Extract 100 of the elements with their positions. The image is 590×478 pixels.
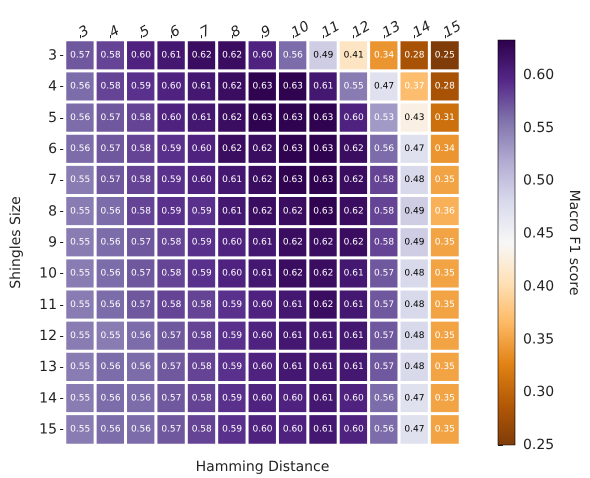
data-label: 0.56 bbox=[130, 362, 152, 372]
data-label: 0.60 bbox=[222, 238, 242, 248]
data-label: 0.62 bbox=[252, 206, 273, 216]
data-label: 0.61 bbox=[252, 238, 273, 248]
data-label: 0.60 bbox=[252, 300, 273, 310]
data-label: 0.61 bbox=[313, 362, 334, 372]
y-tick-label: 15 bbox=[39, 421, 57, 438]
x-tick-label: 8 bbox=[228, 22, 244, 41]
data-label: 0.57 bbox=[161, 393, 182, 404]
x-tick-label: 3 bbox=[76, 22, 92, 41]
data-label: 0.58 bbox=[374, 206, 394, 216]
x-tick-label: 12 bbox=[350, 18, 374, 41]
y-tick-label: 3 bbox=[48, 48, 57, 64]
data-label: 0.34 bbox=[434, 144, 456, 154]
data-label: 0.58 bbox=[161, 238, 182, 248]
data-label: 0.56 bbox=[100, 268, 121, 279]
data-label: 0.62 bbox=[344, 238, 364, 248]
data-label: 0.28 bbox=[434, 82, 456, 92]
data-label: 0.25 bbox=[434, 50, 455, 61]
data-label: 0.61 bbox=[222, 206, 242, 216]
data-label: 0.63 bbox=[282, 175, 303, 186]
x-tick-label: 15 bbox=[440, 18, 464, 41]
data-label: 0.57 bbox=[161, 424, 182, 434]
data-label: 0.61 bbox=[192, 112, 212, 123]
color-bar-label: 0.60 bbox=[523, 66, 554, 83]
data-label: 0.63 bbox=[313, 206, 334, 216]
data-label: 0.58 bbox=[192, 362, 212, 372]
data-label: 0.57 bbox=[130, 300, 151, 310]
data-label: 0.56 bbox=[374, 424, 394, 434]
data-label: 0.62 bbox=[222, 144, 242, 154]
data-label: 0.62 bbox=[313, 300, 334, 310]
x-tick-label: 7 bbox=[198, 22, 214, 41]
data-label: 0.62 bbox=[222, 82, 242, 92]
data-label: 0.58 bbox=[192, 393, 212, 404]
data-label: 0.62 bbox=[313, 268, 334, 279]
data-label: 0.62 bbox=[282, 238, 303, 248]
data-label: 0.34 bbox=[374, 50, 394, 61]
data-label: 0.48 bbox=[404, 268, 425, 279]
data-label: 0.61 bbox=[192, 82, 212, 92]
data-label: 0.35 bbox=[434, 300, 455, 310]
data-label: 0.56 bbox=[100, 238, 121, 248]
data-label: 0.63 bbox=[313, 144, 334, 154]
data-label: 0.59 bbox=[161, 206, 182, 216]
y-tick-label: 7 bbox=[48, 172, 57, 188]
data-label: 0.58 bbox=[192, 424, 212, 434]
data-label: 0.31 bbox=[434, 112, 455, 123]
data-label: 0.55 bbox=[70, 330, 90, 341]
data-label: 0.58 bbox=[192, 330, 212, 341]
color-bar-label: 0.25 bbox=[523, 437, 554, 453]
data-label: 0.62 bbox=[252, 144, 273, 154]
data-label: 0.57 bbox=[100, 175, 121, 186]
data-label: 0.48 bbox=[404, 175, 425, 186]
data-label: 0.43 bbox=[404, 112, 424, 123]
data-label: 0.35 bbox=[434, 362, 455, 372]
data-label: 0.56 bbox=[130, 424, 152, 434]
data-label: 0.61 bbox=[344, 362, 364, 372]
data-label: 0.60 bbox=[344, 112, 364, 123]
data-label: 0.61 bbox=[282, 362, 303, 372]
y-tick-label: 14 bbox=[39, 390, 58, 406]
data-label: 0.55 bbox=[70, 362, 90, 372]
data-label: 0.59 bbox=[222, 424, 242, 434]
color-bar-label: 0.35 bbox=[523, 331, 554, 348]
data-label: 0.63 bbox=[282, 144, 303, 154]
data-label: 0.56 bbox=[100, 300, 121, 310]
data-label: 0.63 bbox=[282, 112, 303, 123]
data-label: 0.61 bbox=[313, 424, 334, 434]
data-label: 0.56 bbox=[100, 393, 121, 404]
x-tick-label: 13 bbox=[380, 18, 404, 41]
y-tick-label: 13 bbox=[39, 359, 57, 376]
data-label: 0.60 bbox=[252, 330, 273, 341]
data-label: 0.36 bbox=[434, 206, 456, 216]
data-label: 0.60 bbox=[344, 393, 364, 404]
data-label: 0.35 bbox=[434, 393, 455, 404]
data-label: 0.62 bbox=[222, 112, 242, 123]
x-tick-label: 11 bbox=[319, 18, 343, 41]
x-tick-label: 4 bbox=[106, 22, 122, 41]
data-label: 0.48 bbox=[404, 362, 425, 372]
y-tick-label: 9 bbox=[48, 234, 57, 250]
color-bar-label: 0.50 bbox=[523, 172, 554, 189]
data-label: 0.63 bbox=[282, 82, 303, 92]
data-label: 0.62 bbox=[344, 175, 364, 186]
data-label: 0.55 bbox=[70, 300, 90, 310]
data-label: 0.61 bbox=[344, 300, 364, 310]
data-label: 0.61 bbox=[313, 330, 334, 341]
data-label: 0.60 bbox=[252, 50, 273, 61]
data-label: 0.57 bbox=[374, 330, 394, 341]
data-label: 0.60 bbox=[344, 424, 364, 434]
data-label: 0.48 bbox=[404, 330, 425, 341]
data-label: 0.59 bbox=[192, 238, 212, 248]
color-bar-label: 0.40 bbox=[523, 278, 554, 294]
x-axis-title: Hamming Distance bbox=[196, 459, 330, 475]
data-label: 0.62 bbox=[282, 206, 303, 216]
x-tick-label: 5 bbox=[136, 22, 153, 41]
data-label: 0.63 bbox=[313, 175, 334, 186]
data-label: 0.55 bbox=[70, 268, 90, 279]
data-label: 0.62 bbox=[313, 238, 334, 248]
data-label: 0.57 bbox=[130, 238, 151, 248]
x-tick-label: 9 bbox=[258, 22, 274, 41]
x-tick-label: 6 bbox=[167, 22, 184, 41]
data-label: 0.59 bbox=[192, 206, 212, 216]
